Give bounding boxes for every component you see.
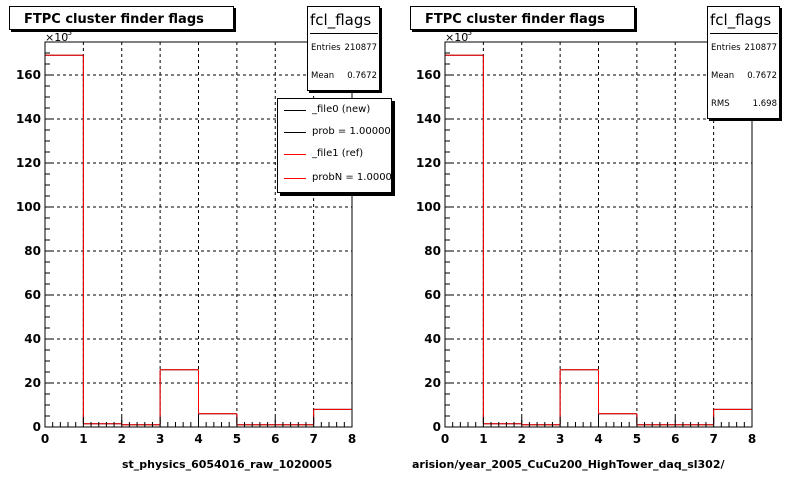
stats-mean-label: Mean (711, 71, 735, 81)
y-tick-label: 100 (416, 200, 441, 214)
panel-1-title-text: FTPC cluster finder flags (24, 12, 204, 27)
y-axis-exponent: ×10 (445, 31, 468, 44)
x-tick-label: 1 (479, 432, 487, 446)
panel-1-stats-entries: Entries 210877 (311, 43, 377, 53)
panel-2-footer: arision/year_2005_CuCu200_HighTower_daq_… (412, 458, 725, 471)
panel-2-stats-mean: Mean 0.7672 (711, 71, 777, 81)
legend-label: _file0 (new) (312, 104, 371, 115)
stats-entries-value: 210877 (344, 43, 377, 53)
legend-line (284, 110, 306, 111)
y-axis-exponent: ×10 (45, 31, 68, 44)
stats-mean-value: 0.7672 (747, 71, 777, 81)
x-tick-label: 3 (156, 432, 164, 446)
y-tick-label: 80 (424, 244, 441, 258)
legend-label: prob = 1.000000 (312, 126, 392, 137)
y-tick-label: 100 (16, 200, 41, 214)
y-tick-label: 60 (424, 288, 441, 302)
stats-mean-value: 0.7672 (347, 71, 377, 81)
y-tick-label: 160 (16, 68, 41, 82)
panel-2-stats-name: fcl_flags (710, 11, 778, 34)
x-tick-label: 8 (748, 432, 756, 446)
y-tick-label: 20 (424, 376, 441, 390)
x-tick-label: 7 (709, 432, 717, 446)
stats-rms-value: 1.698 (752, 99, 777, 109)
x-tick-label: 3 (556, 432, 564, 446)
y-axis-exponent-power: 3 (67, 28, 72, 37)
stats-entries-label: Entries (311, 43, 341, 53)
y-tick-label: 40 (424, 332, 441, 346)
y-axis-exponent-power: 3 (467, 28, 472, 37)
legend-entry-file0: _file0 (new) (278, 101, 391, 121)
panel-1-legend: _file0 (new) prob = 1.000000 _file1 (ref… (277, 98, 392, 193)
x-tick-label: 5 (233, 432, 241, 446)
y-tick-label: 80 (24, 244, 41, 258)
x-tick-label: 5 (633, 432, 641, 446)
panel-2-stats-entries: Entries 210877 (711, 43, 777, 53)
x-tick-label: 6 (271, 432, 279, 446)
x-tick-label: 4 (194, 432, 202, 446)
y-tick-label: 20 (24, 376, 41, 390)
panel-2-stats-box: fcl_flags Entries 210877 Mean 0.7672 RMS… (707, 6, 780, 119)
y-tick-label: 160 (416, 68, 441, 82)
legend-line (284, 178, 306, 179)
stats-rms-label: RMS (711, 99, 730, 109)
legend-entry-file1: _file1 (ref) (278, 145, 391, 165)
panel-1-title: FTPC cluster finder flags (9, 6, 234, 30)
x-tick-label: 6 (671, 432, 679, 446)
legend-line (284, 154, 306, 155)
stats-mean-label: Mean (311, 71, 335, 81)
panel-2-title-text: FTPC cluster finder flags (425, 12, 605, 27)
x-tick-label: 2 (118, 432, 126, 446)
legend-label: probN = 1.000000 (312, 172, 392, 183)
panel-1-stats-box: fcl_flags Entries 210877 Mean 0.7672 (307, 6, 380, 91)
y-tick-label: 120 (16, 156, 41, 170)
x-tick-label: 4 (594, 432, 602, 446)
panel-2-title: FTPC cluster finder flags (410, 6, 635, 30)
legend-line (284, 132, 306, 133)
y-tick-label: 140 (416, 112, 441, 126)
x-tick-label: 7 (309, 432, 317, 446)
legend-entry-probn: probN = 1.000000 (278, 169, 392, 189)
panel-1-stats-name: fcl_flags (310, 11, 378, 34)
x-tick-label: 2 (518, 432, 526, 446)
x-tick-label: 8 (348, 432, 356, 446)
legend-entry-prob: prob = 1.000000 (278, 123, 392, 143)
panel-1-stats-mean: Mean 0.7672 (311, 71, 377, 81)
y-tick-label: 120 (416, 156, 441, 170)
y-tick-label: 140 (16, 112, 41, 126)
stats-entries-label: Entries (711, 43, 741, 53)
y-tick-label: 0 (433, 420, 441, 434)
x-tick-label: 1 (79, 432, 87, 446)
y-tick-label: 0 (33, 420, 41, 434)
y-tick-label: 40 (24, 332, 41, 346)
panel-2-stats-rms: RMS 1.698 (711, 99, 777, 109)
x-tick-label: 0 (41, 432, 49, 446)
x-tick-label: 0 (441, 432, 449, 446)
legend-label: _file1 (ref) (312, 148, 364, 159)
stats-entries-value: 210877 (744, 43, 777, 53)
panel-1-footer: st_physics_6054016_raw_1020005 (122, 458, 333, 471)
y-tick-label: 60 (24, 288, 41, 302)
